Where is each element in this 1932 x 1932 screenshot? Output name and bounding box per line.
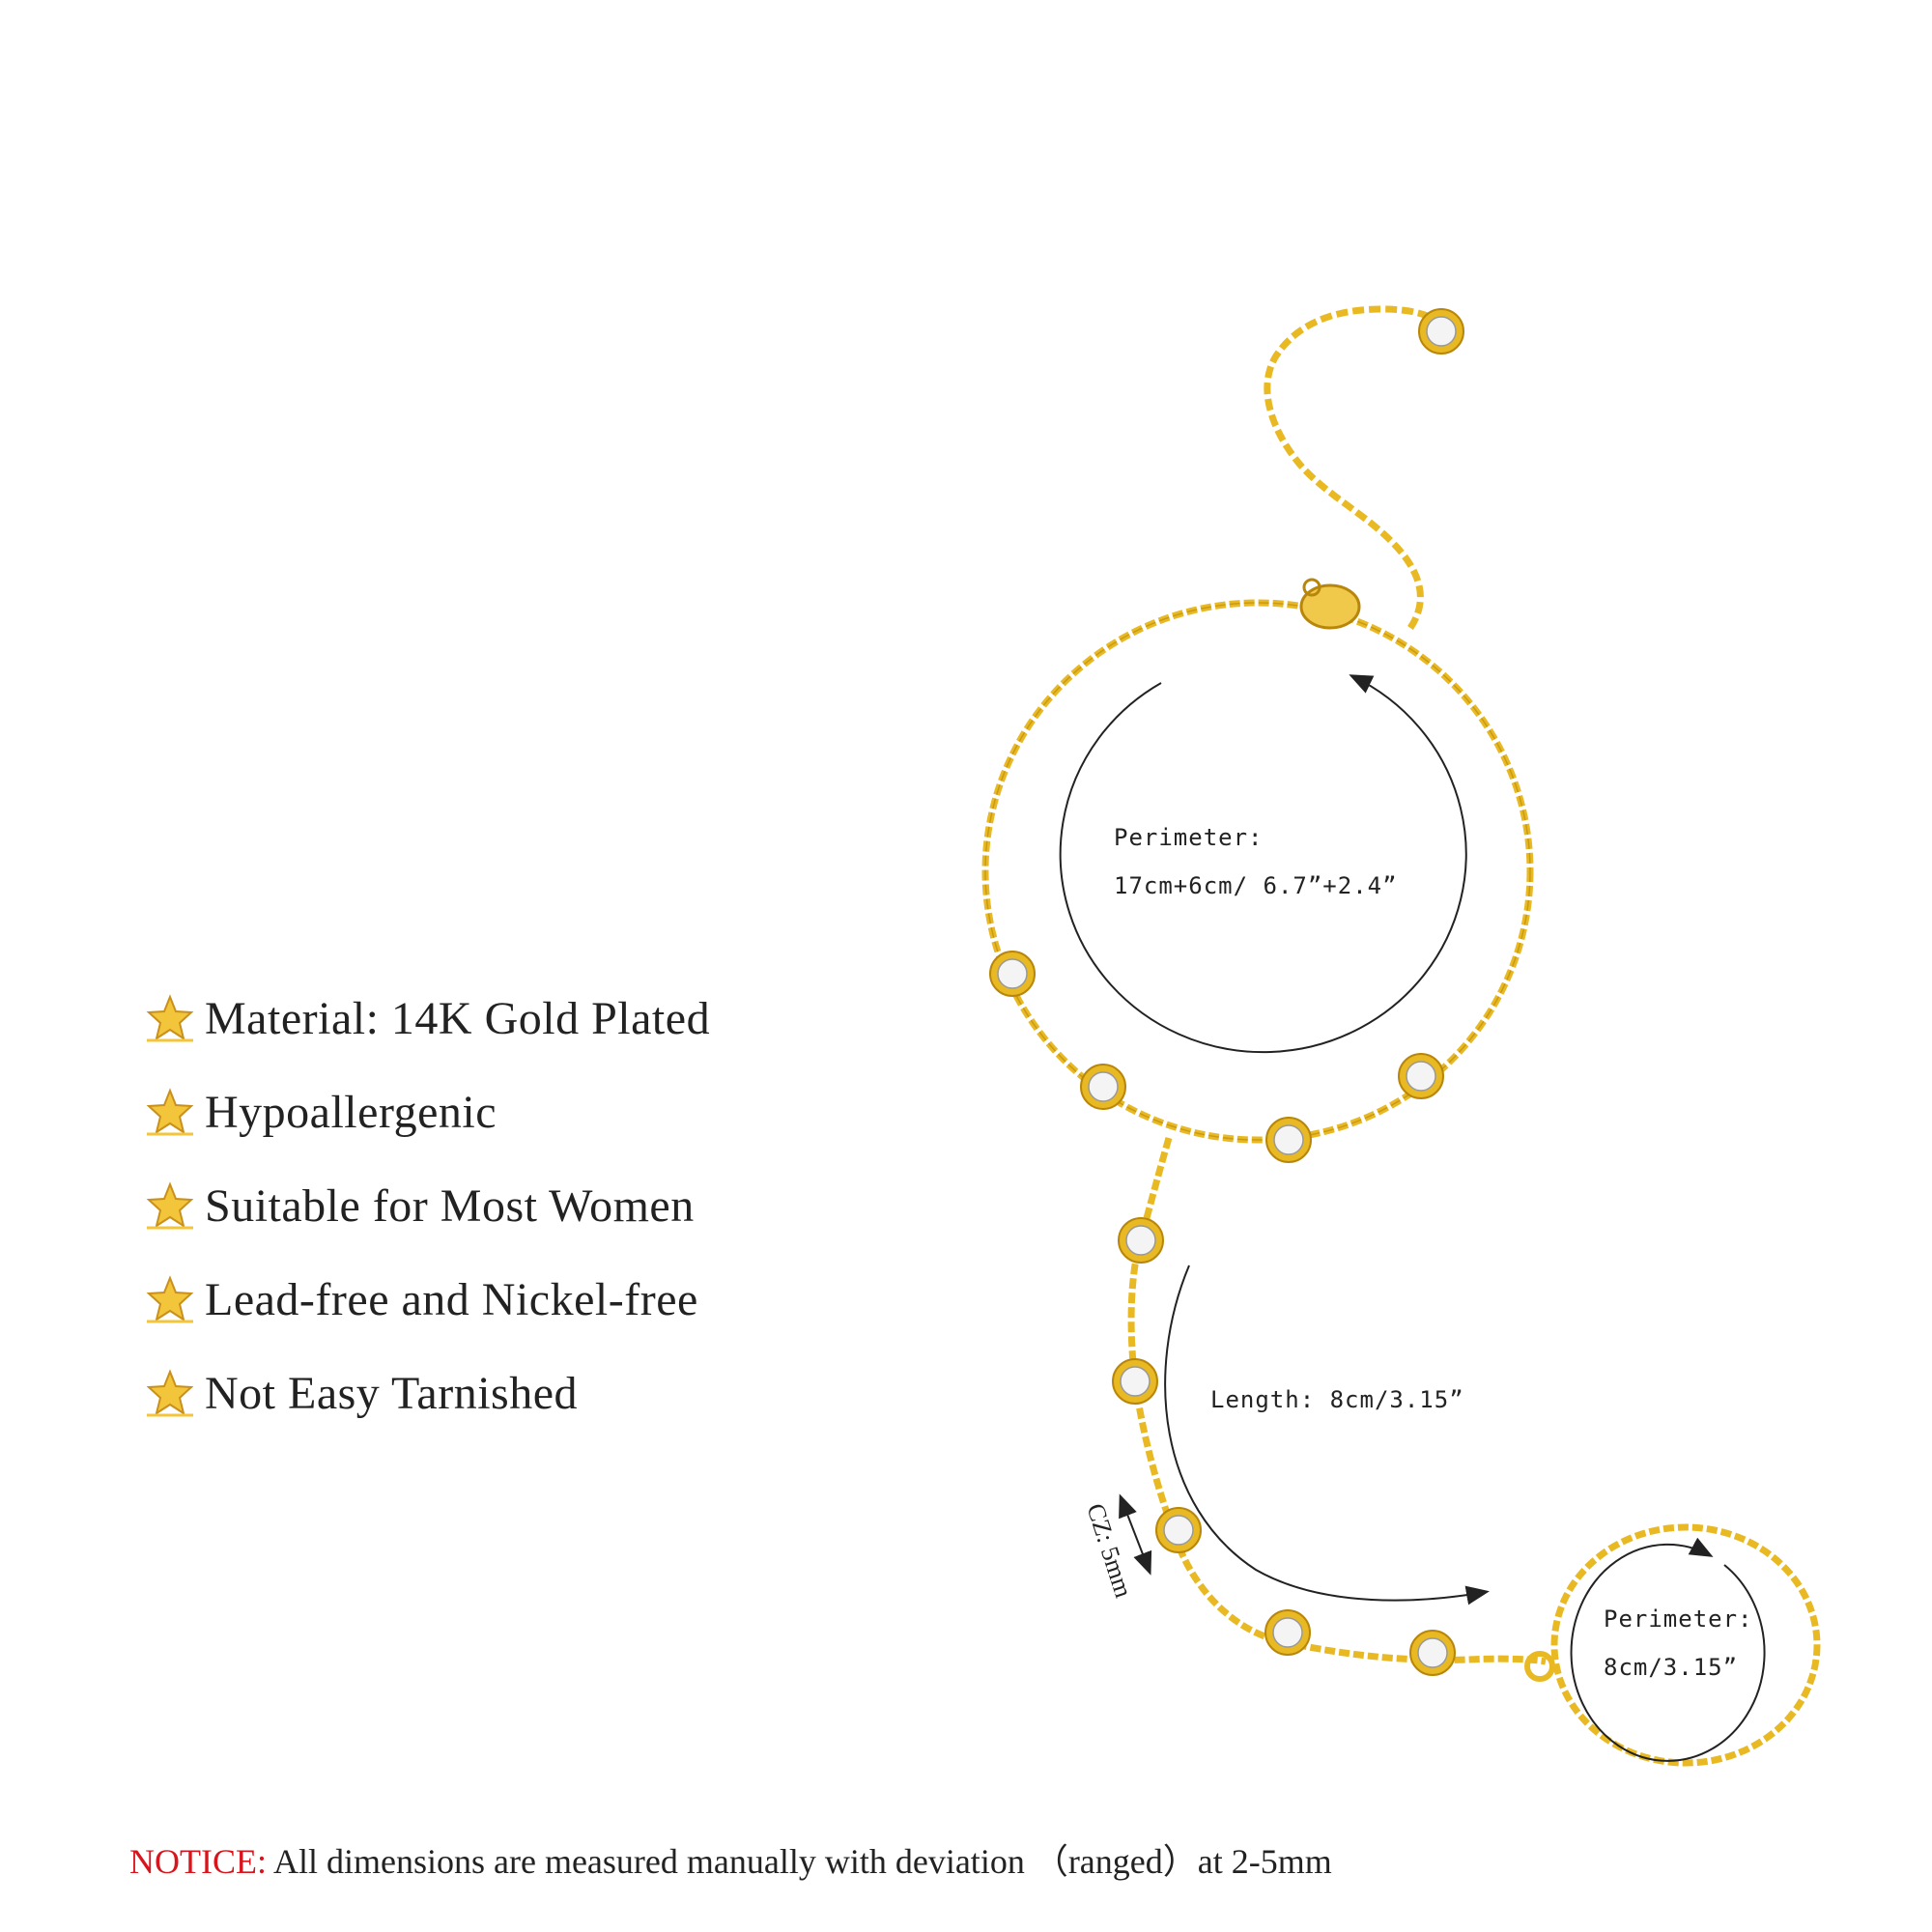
cz-stone (1398, 1053, 1444, 1099)
feature-item: Not Easy Tarnished (145, 1368, 710, 1419)
cz-stone (1118, 1217, 1164, 1264)
ring-perimeter-label: Perimeter: (1604, 1605, 1753, 1633)
length-label: Length: 8cm/3.15” (1210, 1386, 1464, 1413)
feature-item: Hypoallergenic (145, 1087, 710, 1138)
ring-chain (1524, 1523, 1821, 1767)
cz-size-label: CZ: 5mm (1081, 1500, 1138, 1601)
cz-stones (989, 951, 1456, 1676)
star-icon (145, 1274, 195, 1324)
extender-drop-stone (1418, 308, 1464, 355)
notice-key: NOTICE: (129, 1842, 267, 1881)
length-arc (1164, 1264, 1490, 1605)
star-icon (145, 993, 195, 1043)
feature-label: Hypoallergenic (205, 1086, 497, 1138)
feature-label: Suitable for Most Women (205, 1179, 695, 1232)
ring-perimeter-arc (1570, 1537, 1766, 1762)
extender-chain (1264, 305, 1442, 630)
cz-stone (1112, 1358, 1158, 1405)
bracelet-perimeter-label: Perimeter: (1114, 824, 1264, 851)
bracelet-perimeter-arc (1059, 674, 1467, 1054)
feature-item: Suitable for Most Women (145, 1180, 710, 1232)
star-icon (145, 1368, 195, 1418)
feature-label: Not Easy Tarnished (205, 1367, 579, 1419)
cz-stone (989, 951, 1036, 997)
feature-item: Lead-free and Nickel-free (145, 1274, 710, 1325)
cz-stone (1155, 1507, 1202, 1553)
lobster-clasp (1299, 578, 1361, 630)
star-icon (145, 1180, 195, 1231)
notice: NOTICE: All dimensions are measured manu… (129, 1833, 1332, 1884)
cz-stone (1409, 1630, 1456, 1676)
cz-stone (1264, 1609, 1311, 1656)
cz-stone (1080, 1064, 1126, 1110)
cz-stone (1265, 1117, 1312, 1163)
ring-perimeter-value: 8cm/3.15” (1604, 1654, 1739, 1681)
bracelet-perimeter-value: 17cm+6cm/ 6.7”+2.4” (1114, 872, 1398, 899)
notice-text: All dimensions are measured manually wit… (273, 1842, 1332, 1881)
feature-list: Material: 14K Gold Plated Hypoallergenic… (145, 993, 710, 1463)
bracelet-chain (981, 599, 1534, 1144)
feature-label: Lead-free and Nickel-free (205, 1273, 698, 1325)
feature-item: Material: 14K Gold Plated (145, 993, 710, 1044)
feature-label: Material: 14K Gold Plated (205, 992, 711, 1044)
star-icon (145, 1087, 195, 1137)
cz-size-arrow (1119, 1493, 1152, 1576)
